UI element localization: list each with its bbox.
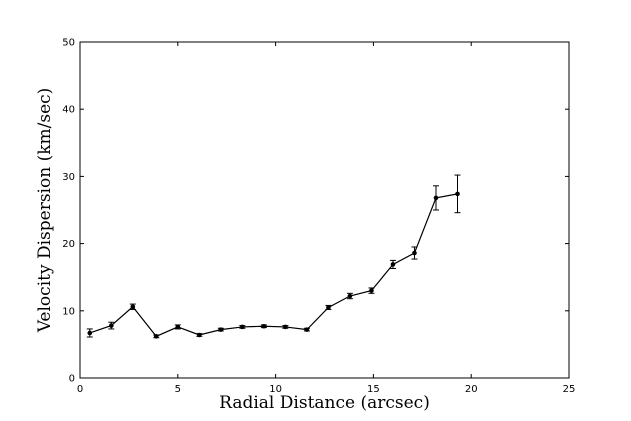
data-point <box>347 293 353 299</box>
data-point <box>283 324 288 330</box>
y-tick-label: 20 <box>62 239 75 250</box>
data-point <box>240 324 245 330</box>
x-axis-label: Radial Distance (arcsec) <box>219 393 430 413</box>
data-point <box>153 334 159 339</box>
series-line <box>89 193 458 338</box>
data-point <box>261 323 267 329</box>
x-tick-label: 0 <box>77 384 83 395</box>
y-axis-label: Velocity Dispersion (km/sec) <box>35 88 55 334</box>
y-tick-label: 40 <box>62 105 75 116</box>
data-point <box>304 327 310 332</box>
data-point <box>455 191 460 197</box>
data-point <box>326 305 331 310</box>
y-tick-label: 0 <box>69 374 75 385</box>
x-tick-label: 10 <box>269 384 282 395</box>
x-tick-label: 15 <box>367 384 380 395</box>
y-tick-label: 30 <box>62 172 75 183</box>
x-tick-label: 20 <box>465 384 478 395</box>
x-tick-label: 5 <box>175 384 181 395</box>
data-point <box>175 324 181 330</box>
data-point <box>130 304 136 310</box>
data-point <box>197 332 202 338</box>
x-tick-label: 25 <box>563 384 576 395</box>
y-tick-label: 10 <box>62 306 75 317</box>
y-tick-label: 50 <box>62 38 75 49</box>
plot-frame <box>79 41 570 379</box>
data-point <box>433 195 439 201</box>
data-point <box>87 330 93 336</box>
data-point <box>390 262 396 267</box>
data-point <box>108 323 114 328</box>
data-point <box>412 250 417 256</box>
data-point <box>369 288 374 293</box>
data-layer <box>86 174 461 339</box>
data-point <box>218 327 224 332</box>
